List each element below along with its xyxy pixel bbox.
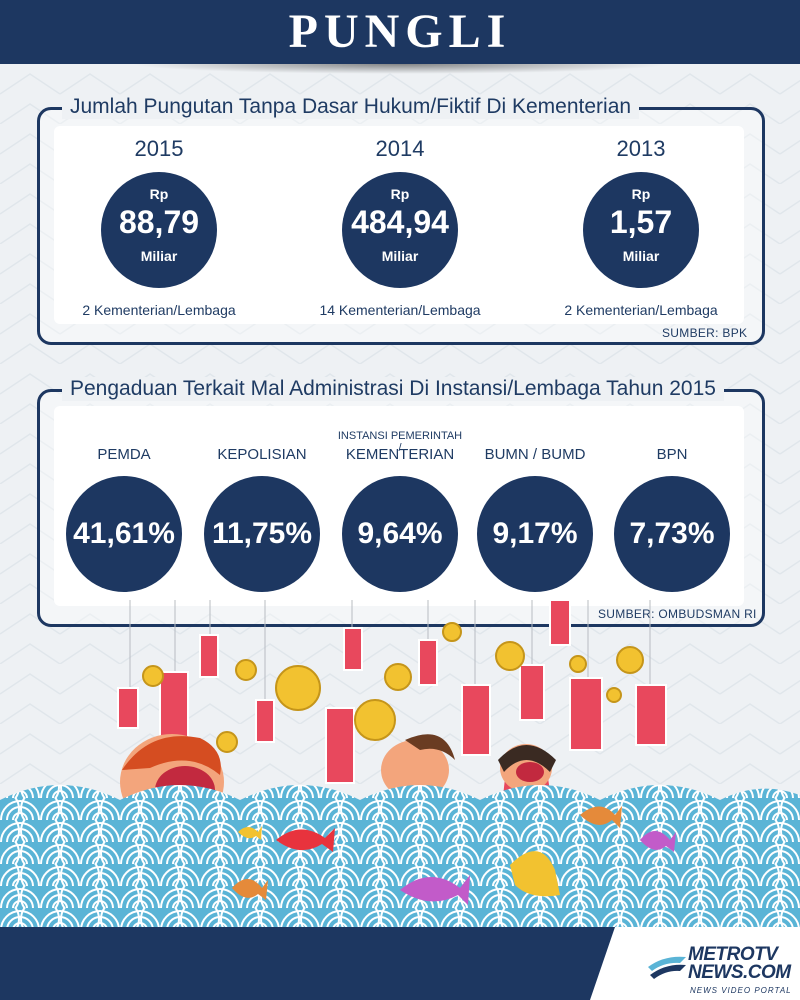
page-title: PUNGLI [288,5,512,58]
pct-block-bumn: BUMN / BUMD 9,17% [470,430,600,592]
section2-title: Pengaduan Terkait Mal Administrasi Di In… [62,377,724,401]
category-label: BUMN / BUMD [484,446,586,463]
section1-title: Jumlah Pungutan Tanpa Dasar Hukum/Fiktif… [62,95,640,119]
section2-source: SUMBER: OMBUDSMAN RI [598,607,757,621]
percentage-circle: 9,17% [477,476,593,592]
year-block-2015: 2015 Rp 88,79 Miliar 2 Kementerian/Lemba… [59,136,259,318]
year-label: 2014 [375,136,425,161]
category-prefix: INSTANSI PEMERINTAH / [337,430,463,454]
category-prefix [59,430,189,444]
category-label: KEPOLISIAN [217,446,307,463]
amount-unit: Miliar [381,248,419,264]
logo-tagline: NEWS VIDEO PORTAL [690,986,792,995]
currency-label: Rp [390,186,410,202]
pct-block-kementerian: INSTANSI PEMERINTAH / KEMENTERIAN 9,64% [335,430,465,592]
currency-label: Rp [149,186,169,202]
header-shadow [130,64,670,74]
category-prefix [470,430,600,444]
category-label: PEMDA [97,446,151,463]
year-block-2013: 2013 Rp 1,57 Miliar 2 Kementerian/Lembag… [541,136,741,318]
amount-unit: Miliar [622,248,660,264]
amount-circle: Rp 484,94 Miliar [342,172,458,288]
illustration-people-money [0,600,800,930]
year-label: 2013 [616,136,666,161]
pct-block-pemda: PEMDA 41,61% [59,430,189,592]
year-label: 2015 [134,136,184,161]
amount-circle: Rp 88,79 Miliar [101,172,217,288]
agency-count: 2 Kementerian/Lembaga [564,302,718,318]
amount-value: 1,57 [609,204,673,240]
footer-logo-area [590,927,800,1000]
amount-value: 88,79 [118,204,200,240]
percentage-circle: 9,64% [342,476,458,592]
percentage-circle: 7,73% [614,476,730,592]
year-block-2014: 2014 Rp 484,94 Miliar 14 Kementerian/Lem… [300,136,500,318]
agency-count: 14 Kementerian/Lembaga [319,302,481,318]
category-prefix [607,430,737,444]
percentage-circle: 41,61% [66,476,182,592]
section1-source: SUMBER: BPK [662,326,748,340]
logo-newscom[interactable]: NEWS.COM [688,962,791,983]
amount-unit: Miliar [140,248,178,264]
agency-count: 2 Kementerian/Lembaga [82,302,236,318]
category-label: KEMENTERIAN [345,446,455,463]
pct-block-bpn: BPN 7,73% [607,430,737,592]
category-label: BPN [656,446,688,463]
amount-value: 484,94 [351,204,449,240]
header-bar: PUNGLI [0,0,800,64]
currency-label: Rp [631,186,651,202]
logo-metrotv[interactable]: METROTV [688,944,778,965]
amount-circle: Rp 1,57 Miliar [583,172,699,288]
percentage-circle: 11,75% [204,476,320,592]
category-prefix [197,430,327,444]
pct-block-kepolisian: KEPOLISIAN 11,75% [197,430,327,592]
